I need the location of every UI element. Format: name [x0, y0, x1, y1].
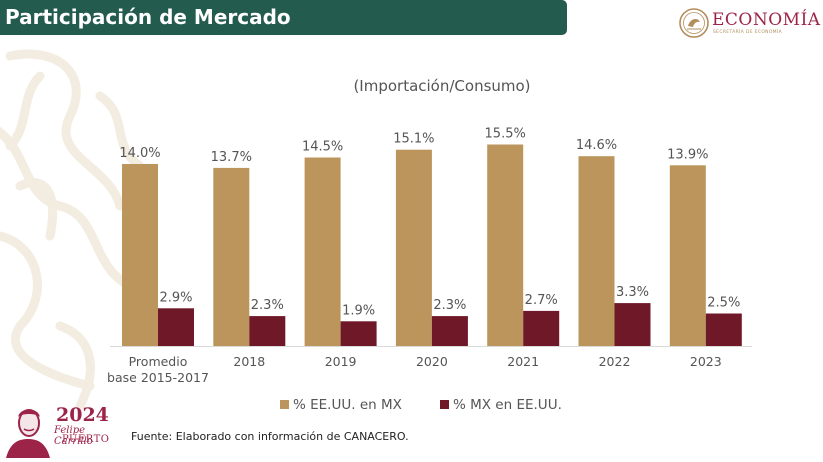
- title-bar: Participación de Mercado: [0, 0, 567, 35]
- bar-mx-in-us-1: [249, 316, 286, 346]
- footer-logo-year: 2024: [56, 404, 109, 426]
- portrait-icon: [6, 409, 50, 458]
- footer-logo-line1: Felipe Carrillo: [54, 425, 93, 447]
- x-tick-label-3: 2020: [416, 354, 448, 369]
- legend: % EE.UU. en MX % MX en EE.UU.: [280, 397, 562, 413]
- bar-us-in-mx-6: [669, 165, 706, 346]
- data-label-mx-in-us-1: 2.3%: [251, 298, 284, 313]
- x-tick-label-0: Promedio: [129, 354, 188, 369]
- bar-us-in-mx-4: [487, 144, 524, 346]
- felipe-carrillo-puerto-logo: 2024 Felipe Carrillo PUERTO: [4, 403, 116, 458]
- bar-us-in-mx-1: [213, 167, 250, 346]
- data-label-us-in-mx-1: 13.7%: [211, 150, 252, 165]
- economia-logo: ECONOMÍA SECRETARÍA DE ECONOMÍA: [678, 6, 823, 42]
- footer-logo-line2: PUERTO: [62, 434, 110, 445]
- bar-mx-in-us-4: [523, 310, 560, 346]
- bar-mx-in-us-0: [158, 308, 194, 346]
- data-label-mx-in-us-6: 2.5%: [707, 296, 740, 311]
- logo-subtitle: SECRETARÍA DE ECONOMÍA: [713, 30, 783, 35]
- bar-us-in-mx-2: [304, 157, 341, 346]
- data-label-us-in-mx-0: 14.0%: [119, 146, 160, 161]
- data-label-us-in-mx-3: 15.1%: [393, 132, 434, 147]
- data-label-us-in-mx-2: 14.5%: [302, 140, 343, 155]
- x-tick-label-6: 2023: [690, 354, 722, 369]
- bar-us-in-mx-5: [578, 156, 615, 346]
- data-label-mx-in-us-5: 3.3%: [616, 285, 649, 300]
- source-note: Fuente: Elaborado con información de CAN…: [131, 430, 409, 443]
- bar-mx-in-us-2: [340, 321, 377, 346]
- x-tick-label-1: 2018: [233, 354, 265, 369]
- bar-us-in-mx-0: [122, 164, 158, 346]
- data-label-us-in-mx-5: 14.6%: [576, 138, 617, 153]
- page-title: Participación de Mercado: [5, 5, 291, 29]
- bar-mx-in-us-5: [614, 303, 651, 346]
- seal-icon: [679, 8, 709, 38]
- data-label-us-in-mx-6: 13.9%: [667, 147, 708, 162]
- bar-mx-in-us-6: [705, 313, 742, 346]
- bar-us-in-mx-3: [395, 149, 432, 346]
- data-label-mx-in-us-0: 2.9%: [159, 290, 192, 305]
- legend-label-1: % MX en EE.UU.: [453, 397, 562, 413]
- background-pattern: [0, 49, 145, 411]
- x-tick-label-5: 2022: [599, 354, 631, 369]
- data-label-mx-in-us-4: 2.7%: [525, 293, 558, 308]
- legend-swatch-0: [280, 400, 289, 409]
- x-tick-label-2: 2019: [325, 354, 357, 369]
- data-label-mx-in-us-2: 1.9%: [342, 303, 375, 318]
- bar-mx-in-us-3: [431, 316, 468, 346]
- chart-subtitle: (Importación/Consumo): [353, 77, 530, 95]
- data-label-us-in-mx-4: 15.5%: [485, 127, 526, 142]
- legend-swatch-1: [440, 400, 449, 409]
- x-tick-label-4: 2021: [507, 354, 539, 369]
- data-label-mx-in-us-3: 2.3%: [433, 298, 466, 313]
- logo-name: ECONOMÍA: [712, 10, 821, 30]
- x-tick-label-0: base 2015-2017: [107, 370, 209, 385]
- legend-label-0: % EE.UU. en MX: [293, 397, 402, 413]
